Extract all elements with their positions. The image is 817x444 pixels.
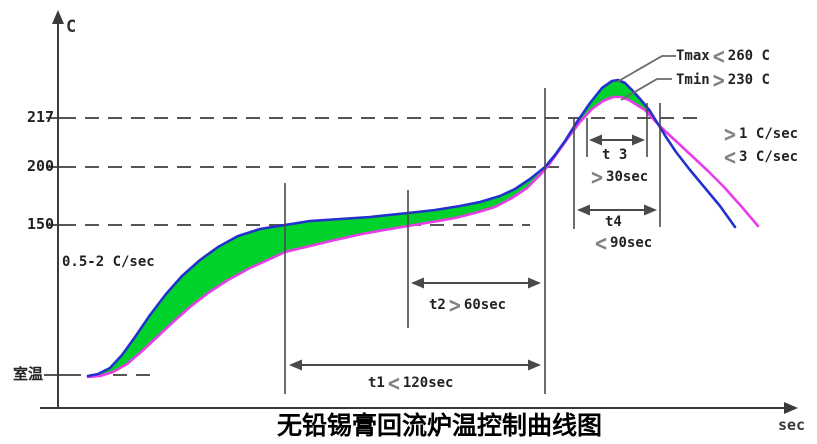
y-tick-150: 150 [27,215,55,233]
cooling-less-than-icon: < [724,143,737,171]
y-tick-200: 200 [27,157,55,175]
tmin-name: Tmin [676,72,710,88]
t1-less-than-icon: < [387,369,400,397]
measurement-vertical-lines [284,88,661,394]
cooling-rate-min-value: 1 C/sec [739,126,799,142]
t2-span [411,277,541,289]
y-axis-label: C [66,17,77,37]
cooling-rate-max-value: 3 C/sec [739,149,799,165]
tmax-less-than-icon: < [712,42,725,70]
chart-title: 无铅锡膏回流炉温控制曲线图 [277,411,603,440]
cooling-rate-max-label: < 3 C/sec [721,143,799,171]
y-tick-room-temp: 室温 [13,365,44,383]
tmin-label: Tmin > 230 C [676,66,770,94]
t4-span [577,204,657,216]
t4-value: 90sec [610,235,653,251]
preheat-rate-label: 0.5-2 C/sec [62,254,155,270]
t3-value-label: > 30sec [588,163,649,191]
cooling-rate-min-label: > 1 C/sec [721,120,799,148]
t3-greater-than-icon: > [591,163,604,191]
tmax-leader [616,55,676,83]
t4-value-label: < 90sec [592,229,653,257]
profile-curves [86,78,760,379]
peak-leader-lines [616,55,676,101]
t1-value: 120sec [402,375,454,391]
tmax-label: Tmax < 260 C [676,42,770,70]
t1-label: t1 < 120sec [368,369,454,397]
t2-greater-than-icon: > [448,291,461,319]
tolerance-band-fill [88,80,658,377]
tmax-value: 260 C [727,48,770,64]
time-span-arrows [289,134,657,371]
axes [40,10,798,414]
tmin-leader [620,78,672,101]
t2-name: t2 [429,297,446,313]
t1-span [289,359,541,371]
t4-less-than-icon: < [595,229,608,257]
y-tick-217: 217 [27,108,55,126]
t3-span [589,134,645,146]
tmax-name: Tmax [676,48,710,64]
t1-name: t1 [368,375,385,391]
t3-value: 30sec [606,169,649,185]
tmin-greater-than-icon: > [712,66,725,94]
t2-label: t2 > 60sec [429,291,507,319]
cooling-greater-than-icon: > [724,120,737,148]
x-axis-label: sec [778,416,806,434]
tmin-value: 230 C [727,72,770,88]
t3-name-label: t 3 [602,147,628,163]
t4-name-label: t4 [605,214,622,230]
t2-value: 60sec [463,297,507,313]
